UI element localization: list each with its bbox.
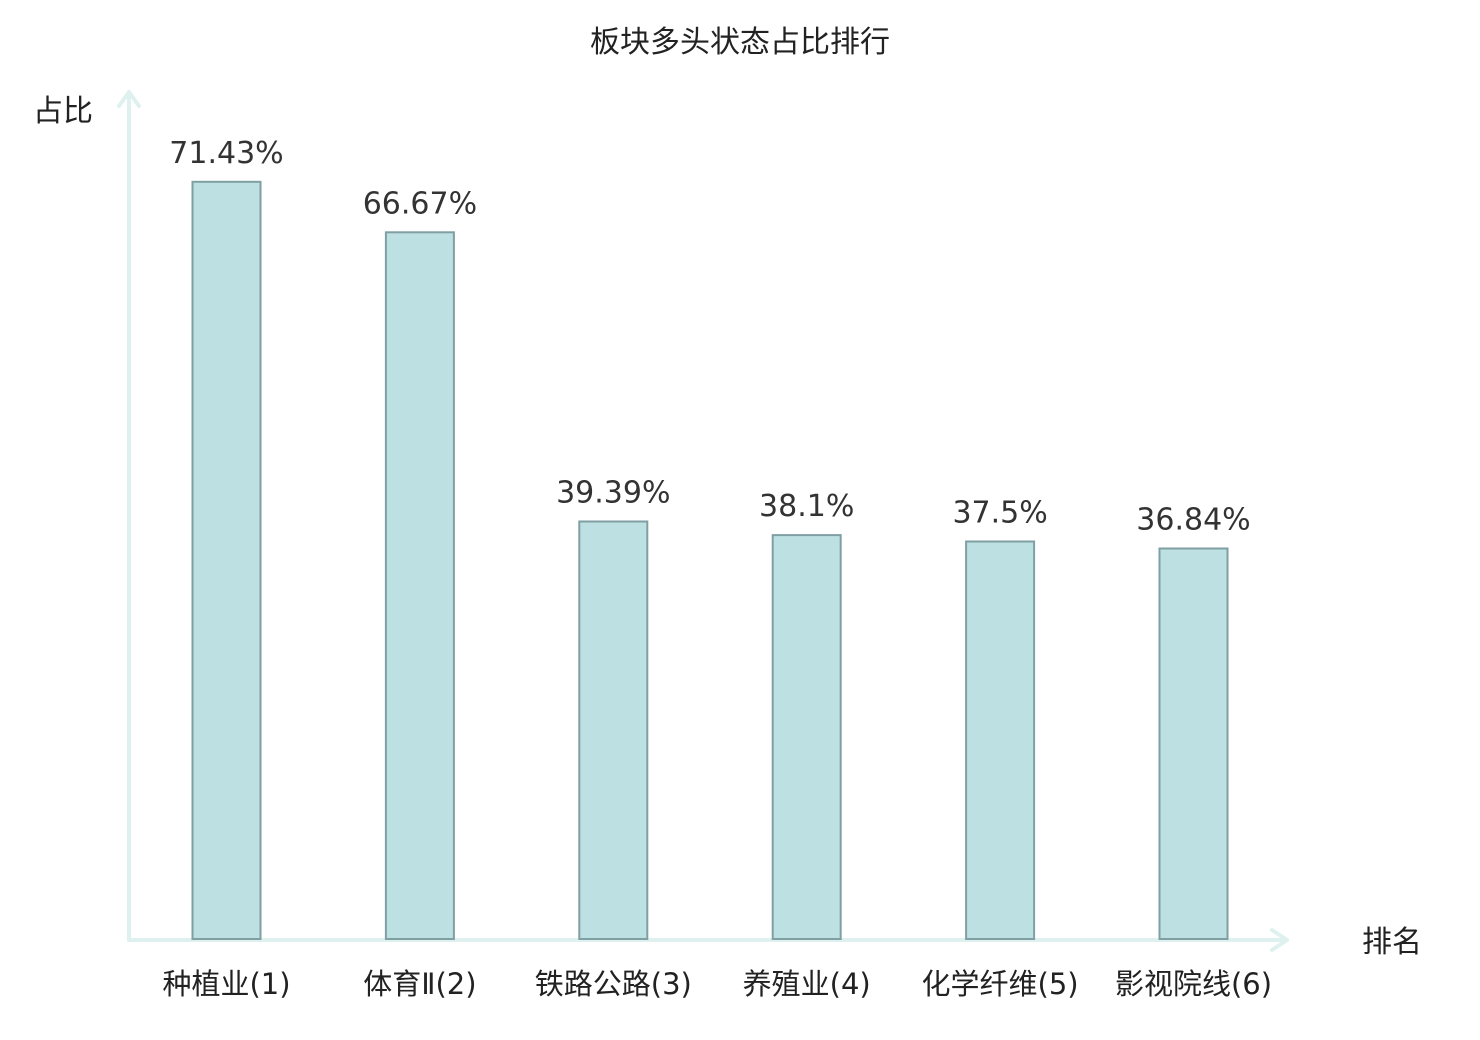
category-name: 铁路公路 [535,967,651,1001]
bar-series [191,180,1229,941]
value-labels: 71.43% 66.67% 39.39% 38.1% 37.5% 36.84% [169,136,1250,538]
category-rank: (6) [1231,967,1272,1001]
bar-value-label-1: 71.43% [169,136,283,171]
category-name: 体育Ⅱ [363,967,435,1001]
bar-value-label-6: 36.84% [1136,503,1250,538]
chart-title: 板块多头状态占比排行 [590,25,890,60]
bar-value-label-4: 38.1% [759,489,854,524]
category-rank: (4) [830,967,871,1001]
category-label-4: 养殖业(4) [743,967,871,1001]
category-label-3: 铁路公路(3) [535,967,692,1001]
bar-6 [1158,547,1229,940]
category-label-6: 影视院线(6) [1115,967,1272,1001]
category-rank: (1) [249,967,290,1001]
category-rank: (5) [1038,967,1079,1001]
y-axis-arrow-icon [117,90,141,108]
category-label-5: 化学纤维(5) [922,967,1079,1001]
bar-5 [965,540,1036,940]
bar-value-label-3: 39.39% [556,476,670,511]
bar-value-label-5: 37.5% [952,496,1047,531]
y-axis-label: 占比 [33,94,93,129]
bar-value-label-2: 66.67% [363,186,477,221]
category-name: 影视院线 [1115,967,1231,1001]
x-axis-label: 排名 [1362,925,1422,960]
bar-4 [771,534,842,940]
category-label-1: 种植业(1) [162,967,290,1001]
bar-1 [191,180,262,941]
x-axis-arrow-icon [1270,928,1289,952]
category-labels: 种植业(1) 体育Ⅱ(2) 铁路公路(3) 养殖业(4) 化学纤维(5) 影视院线(6) [162,967,1272,1001]
category-name: 化学纤维 [922,967,1038,1001]
category-name: 种植业 [162,967,249,1001]
bar-3 [578,520,649,940]
category-name: 养殖业 [743,967,830,1001]
axes [117,90,1289,952]
category-label-2: 体育Ⅱ(2) [363,967,476,1001]
bar-2 [384,231,455,941]
category-rank: (3) [651,967,692,1001]
category-rank: (2) [435,967,476,1001]
